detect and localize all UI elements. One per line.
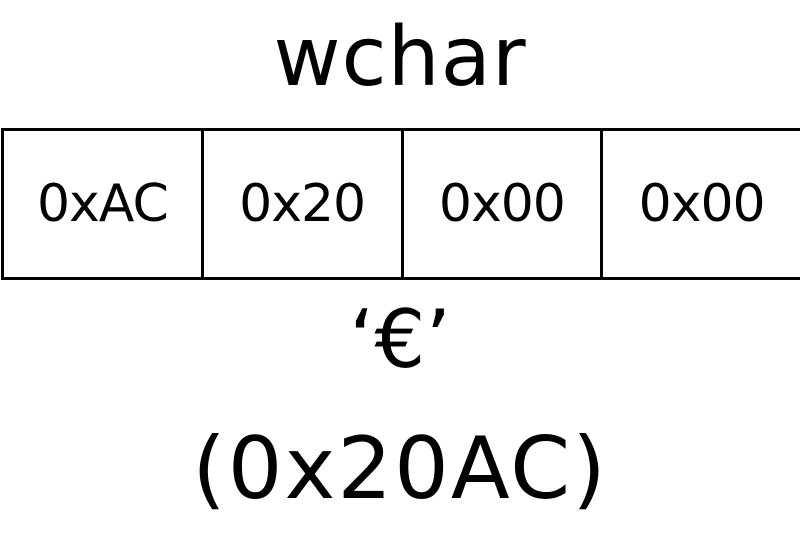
byte-cell-0: 0xAC xyxy=(36,174,169,234)
diagram-title: wchar xyxy=(273,10,527,105)
codepoint-label: (0x20AC) xyxy=(192,419,608,519)
byte-array-box: 0xAC 0x20 0x00 0x00 xyxy=(1,128,800,280)
character-glyph: ‘€’ xyxy=(349,293,451,386)
byte-cell-2: 0x00 xyxy=(400,131,601,277)
byte-cell-3: 0x00 xyxy=(600,131,800,277)
byte-cell-1: 0x20 xyxy=(200,131,401,277)
